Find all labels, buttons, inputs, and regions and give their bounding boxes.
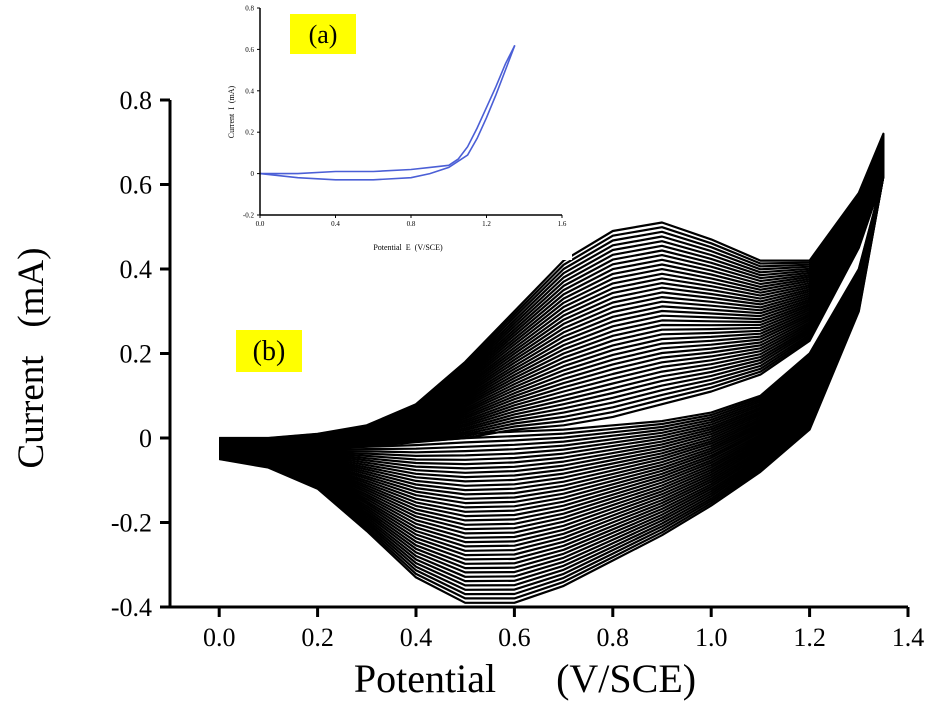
inset-y-tick-label: 0.6	[245, 46, 254, 54]
main-y-tick-label: 0.4	[120, 255, 153, 284]
main-x-tick-label: 0.4	[400, 623, 433, 652]
main-x-tick-label: 1.4	[892, 623, 925, 652]
inset-y-axis-title: Current I (mA)	[227, 85, 236, 138]
inset-x-tick-label: 0.4	[331, 220, 340, 228]
main-y-tick-label: 0.6	[120, 171, 153, 200]
main-y-axis-title: Current (mA)	[11, 248, 52, 469]
inset-x-tick-label: 1.6	[558, 220, 567, 228]
main-chart: -0.4 -0.2 0 0.2 0.4 0.6 0.8 0.0 0.2 0.4 0.6 0.8 1.0…	[11, 86, 924, 701]
main-x-tick-label: 0.2	[301, 623, 334, 652]
main-y-tick-label: 0	[139, 424, 152, 453]
main-y-tick-label: -0.4	[111, 593, 152, 622]
inset-x-tick-label: 0.8	[407, 220, 416, 228]
panel-a-badge	[290, 14, 356, 54]
inset-y-tick-label: 0.8	[245, 4, 254, 12]
main-x-tick-label: 0.6	[498, 623, 531, 652]
panel-b-label: (b)	[253, 336, 286, 367]
inset-y-tick-label: 0.2	[245, 129, 254, 137]
inset-background	[222, 0, 572, 260]
main-x-axis-title: Potential (V/SCE)	[354, 656, 696, 701]
main-x-ticks: 0.0 0.2 0.4 0.6 0.8 1.0 1.2 1.4	[203, 607, 924, 652]
main-x-tick-label: 1.2	[793, 623, 826, 652]
inset-x-tick-label: 0.0	[256, 220, 265, 228]
inset-y-ticks: -0.2 0 0.2 0.4 0.6 0.8	[243, 4, 260, 219]
main-y-tick-label: -0.2	[111, 509, 152, 538]
panel-b-badge	[236, 330, 302, 372]
inset-x-tick-label: 1.2	[482, 220, 491, 228]
inset-cathodic-trace	[259, 45, 516, 181]
inset-anodic-trace	[260, 44, 516, 175]
main-x-tick-label: 0.8	[597, 623, 630, 652]
main-y-tick-label: 0.2	[120, 340, 153, 369]
cycle-trace	[219, 132, 885, 604]
main-y-ticks: -0.4 -0.2 0 0.2 0.4 0.6 0.8	[111, 86, 170, 622]
inset-y-tick-label: -0.2	[243, 211, 255, 219]
inset-voltammogram-trace	[259, 44, 516, 181]
inset-y-tick-label: 0.4	[245, 87, 254, 95]
inset-x-ticks: 0.0 0.4 0.8 1.2 1.6	[256, 215, 567, 228]
inset-x-axis-title: Potential E (V/SCE)	[373, 243, 443, 252]
main-voltammogram-traces	[219, 132, 885, 604]
main-y-tick-label: 0.8	[120, 86, 153, 115]
inset-chart: -0.2 0 0.2 0.4 0.6 0.8 0.0 0.4 0.8 1.2 1.6 Potent…	[222, 0, 572, 260]
inset-y-tick-label: 0	[251, 170, 255, 178]
main-x-tick-label: 1.0	[695, 623, 728, 652]
main-x-tick-label: 0.0	[203, 623, 236, 652]
panel-a-label: (a)	[309, 20, 338, 49]
